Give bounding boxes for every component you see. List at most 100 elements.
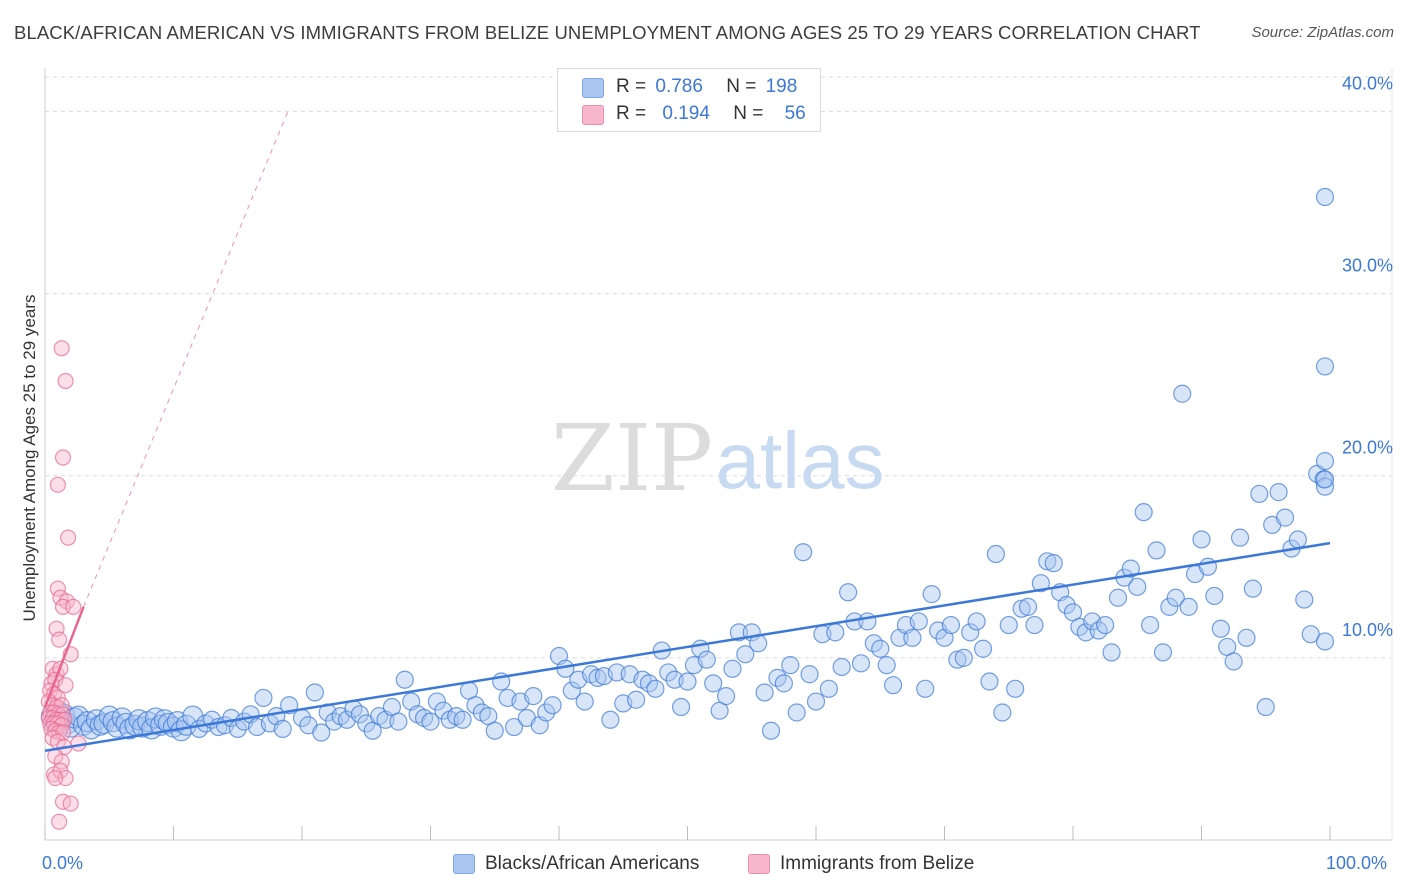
legend-n-value: 56 xyxy=(784,103,806,124)
point-blacks xyxy=(524,687,543,706)
point-blacks xyxy=(453,710,472,729)
point-blacks xyxy=(954,648,973,667)
watermark: ZIP atlas xyxy=(551,405,885,512)
point-blacks xyxy=(1315,357,1335,376)
point-blacks xyxy=(1038,552,1057,571)
source-label: Source: ZipAtlas.com xyxy=(1251,24,1394,41)
point-blacks xyxy=(1173,384,1192,403)
point-blacks xyxy=(832,657,851,677)
point-blacks xyxy=(537,703,556,722)
point-blacks xyxy=(601,710,620,729)
point-blacks xyxy=(986,544,1006,564)
point-blacks xyxy=(1096,615,1115,635)
point-blacks xyxy=(993,703,1012,722)
point-blacks xyxy=(646,679,665,698)
point-blacks xyxy=(1205,586,1224,606)
point-blacks xyxy=(1224,652,1243,671)
point-blacks xyxy=(395,670,414,689)
point-blacks xyxy=(504,717,524,737)
point-blacks xyxy=(562,681,581,700)
point-belize xyxy=(51,631,68,648)
point-blacks xyxy=(1179,597,1198,616)
point-blacks xyxy=(427,692,447,711)
point-blacks xyxy=(389,712,408,731)
legend-n-value: 198 xyxy=(765,76,798,97)
point-blacks xyxy=(999,615,1018,635)
point-blacks xyxy=(659,663,678,682)
point-blacks xyxy=(678,672,697,691)
point-blacks xyxy=(1166,588,1185,607)
point-blacks xyxy=(704,674,723,693)
series-belize-points xyxy=(40,340,87,830)
point-blacks xyxy=(1256,697,1275,717)
point-blacks xyxy=(89,714,111,736)
point-blacks xyxy=(1315,477,1335,496)
point-blacks xyxy=(575,692,594,711)
legend-swatch-pink xyxy=(748,854,770,874)
legend-label-blacks: Blacks/African Americans xyxy=(485,853,700,874)
point-blacks xyxy=(787,703,806,722)
point-blacks xyxy=(421,712,440,731)
point-blacks xyxy=(980,672,999,691)
point-blacks xyxy=(626,690,646,709)
y-tick-labels: 10.0% 20.0% 30.0% 40.0% xyxy=(1342,73,1393,639)
y-tick-label: 40.0% xyxy=(1342,73,1393,93)
point-blacks xyxy=(1025,615,1044,635)
point-blacks xyxy=(1044,554,1063,573)
point-blacks xyxy=(1121,559,1140,578)
trend-line-blacks xyxy=(44,541,1331,752)
point-blacks xyxy=(1128,577,1147,596)
point-blacks xyxy=(1315,452,1335,471)
x-tick-label-max: 100.0% xyxy=(1326,853,1388,873)
point-blacks xyxy=(839,583,858,602)
point-blacks xyxy=(903,628,922,647)
point-blacks xyxy=(1243,579,1263,598)
point-belize xyxy=(60,529,77,546)
point-belize xyxy=(54,449,72,466)
point-blacks xyxy=(877,656,896,675)
point-blacks xyxy=(794,543,813,562)
point-blacks xyxy=(588,668,607,687)
point-blacks xyxy=(948,650,967,669)
point-blacks xyxy=(1140,615,1160,635)
watermark-zip: ZIP xyxy=(551,405,713,512)
point-blacks xyxy=(858,612,877,631)
point-blacks xyxy=(1250,484,1269,504)
point-blacks xyxy=(1153,643,1173,662)
point-belize xyxy=(62,795,79,812)
point-blacks xyxy=(761,721,781,740)
chart-title: BLACK/AFRICAN AMERICAN VS IMMIGRANTS FRO… xyxy=(14,22,1201,43)
legend-n-label: N = xyxy=(733,103,764,124)
point-belize xyxy=(65,598,82,615)
axes xyxy=(44,68,1393,841)
point-blacks xyxy=(1102,643,1121,662)
legend-swatch-pink xyxy=(582,105,604,125)
point-blacks xyxy=(941,615,961,635)
point-blacks xyxy=(1269,483,1288,502)
point-blacks xyxy=(1134,503,1153,522)
point-blacks xyxy=(697,650,716,669)
point-blacks xyxy=(967,612,986,631)
point-blacks xyxy=(273,719,292,738)
point-blacks xyxy=(1108,588,1128,607)
point-blacks xyxy=(723,659,742,678)
legend-label-belize: Immigrants from Belize xyxy=(780,853,975,874)
point-blacks xyxy=(909,612,928,631)
legend-swatch-blue xyxy=(453,854,475,874)
point-belize xyxy=(49,580,66,597)
point-blacks xyxy=(973,639,993,658)
point-blacks xyxy=(1237,628,1256,647)
trend-lines xyxy=(43,111,1331,752)
point-blacks xyxy=(819,679,838,698)
point-blacks xyxy=(1301,625,1320,644)
point-belize xyxy=(53,340,70,357)
legend-r-value: 0.786 xyxy=(655,76,703,97)
point-blacks xyxy=(1192,530,1211,549)
point-blacks xyxy=(1018,597,1038,616)
point-blacks xyxy=(1275,508,1295,527)
point-blacks xyxy=(1147,541,1166,560)
point-blacks xyxy=(916,679,935,698)
point-blacks xyxy=(922,585,941,604)
point-blacks xyxy=(961,623,980,642)
x-tick-label-min: 0.0% xyxy=(42,853,84,873)
